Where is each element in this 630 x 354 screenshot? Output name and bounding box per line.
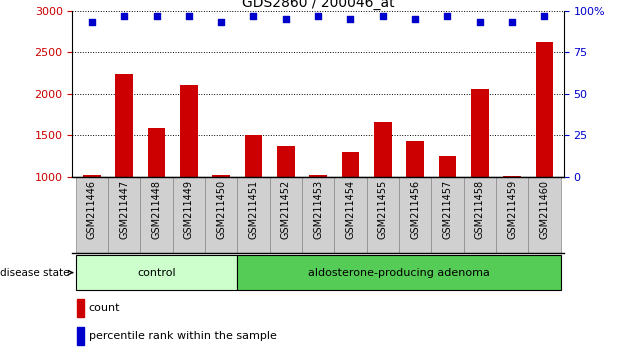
Bar (536, 42, 553, 260)
Bar (399, 177, 432, 253)
Bar (244, 135, 262, 260)
Bar (432, 177, 464, 253)
Bar (335, 177, 367, 253)
Text: GSM211460: GSM211460 (539, 180, 549, 239)
Bar (374, 122, 392, 260)
Text: GSM211451: GSM211451 (248, 180, 258, 239)
Bar (238, 255, 561, 290)
Text: GSM211455: GSM211455 (378, 180, 388, 239)
Text: percentile rank within the sample: percentile rank within the sample (89, 331, 277, 341)
Bar (302, 177, 335, 253)
Bar (406, 141, 424, 260)
Text: GSM211453: GSM211453 (313, 180, 323, 239)
Point (216, 19, 226, 25)
Point (119, 13, 129, 18)
Point (248, 13, 258, 18)
Point (281, 16, 291, 22)
Bar (77, 299, 84, 317)
Bar (496, 177, 529, 253)
Bar (529, 177, 561, 253)
Point (313, 13, 323, 18)
Point (475, 19, 485, 25)
Text: count: count (89, 303, 120, 313)
Title: GDS2860 / 200046_at: GDS2860 / 200046_at (242, 0, 394, 10)
Bar (76, 255, 238, 290)
Text: GSM211456: GSM211456 (410, 180, 420, 239)
Text: aldosterone-producing adenoma: aldosterone-producing adenoma (308, 268, 490, 278)
Text: GSM211459: GSM211459 (507, 180, 517, 239)
Text: GSM211458: GSM211458 (475, 180, 485, 239)
Bar (270, 177, 302, 253)
Text: GSM211452: GSM211452 (281, 180, 291, 239)
Point (410, 16, 420, 22)
Bar (140, 177, 173, 253)
Bar (147, 128, 166, 260)
Point (151, 13, 161, 18)
Bar (77, 327, 84, 345)
Bar (367, 177, 399, 253)
Point (184, 13, 194, 18)
Bar (464, 177, 496, 253)
Bar (205, 177, 238, 253)
Bar (238, 177, 270, 253)
Bar (115, 74, 133, 260)
Text: control: control (137, 268, 176, 278)
Text: GSM211447: GSM211447 (119, 180, 129, 239)
Point (442, 13, 452, 18)
Text: GSM211448: GSM211448 (151, 180, 161, 239)
Text: GSM211454: GSM211454 (345, 180, 355, 239)
Point (345, 16, 355, 22)
Bar (108, 177, 140, 253)
Point (507, 19, 517, 25)
Bar (471, 89, 489, 260)
Text: GSM211450: GSM211450 (216, 180, 226, 239)
Text: GSM211449: GSM211449 (184, 180, 194, 239)
Bar (309, 175, 327, 260)
Bar (341, 152, 359, 260)
Bar (180, 85, 198, 260)
Point (539, 13, 549, 18)
Bar (76, 177, 108, 253)
Text: GSM211446: GSM211446 (87, 180, 97, 239)
Text: GSM211457: GSM211457 (442, 180, 452, 239)
Bar (83, 175, 101, 260)
Bar (277, 146, 295, 260)
Bar (173, 177, 205, 253)
Text: disease state: disease state (0, 268, 72, 278)
Bar (503, 176, 521, 260)
Bar (438, 156, 456, 260)
Point (378, 13, 388, 18)
Bar (212, 175, 230, 260)
Point (87, 19, 97, 25)
